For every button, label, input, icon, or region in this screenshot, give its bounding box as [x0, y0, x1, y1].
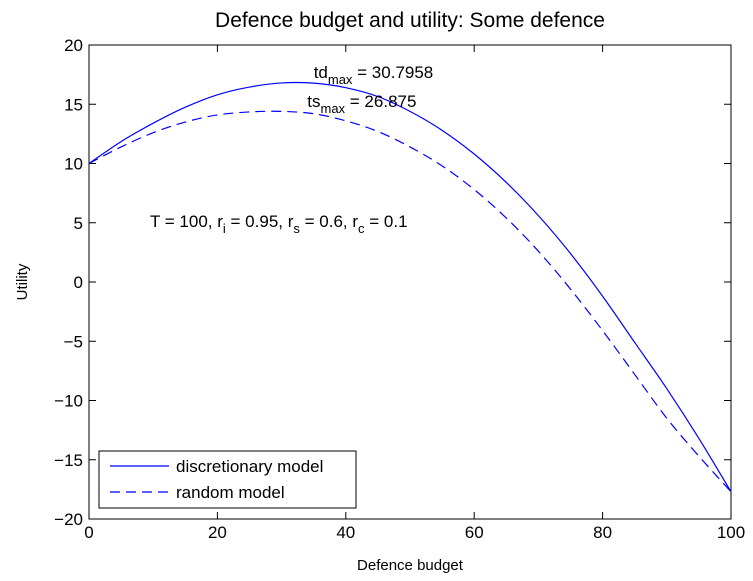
legend-label-random: random model	[176, 483, 285, 502]
annotations: tdmax = 30.7958 tsmax = 26.875 T = 100, ri…	[150, 63, 433, 236]
series-line-random	[88, 110, 732, 493]
series-line-discretionary	[88, 81, 732, 493]
plot-area	[88, 44, 732, 520]
x-tick-label: 0	[84, 523, 93, 542]
x-tick-label: 40	[336, 523, 355, 542]
annotation-3: T = 100, ri = 0.95, rs = 0.6, rc = 0.1	[150, 212, 408, 236]
chart-title: Defence budget and utility: Some defence	[215, 9, 605, 32]
legend-label-discretionary: discretionary model	[176, 457, 323, 476]
series-group	[88, 81, 732, 493]
y-tick-label: 15	[64, 95, 83, 114]
x-tick-label: 60	[465, 523, 484, 542]
x-tick-label: 80	[593, 523, 612, 542]
legend-box	[98, 450, 357, 509]
annotation-1: tdmax = 30.7958	[314, 63, 434, 87]
y-tick-label: 20	[64, 36, 83, 55]
y-tick-label: −15	[54, 451, 83, 470]
x-ticks: 0 20 40 60 80 100	[84, 45, 745, 542]
legend: discretionary model random model	[98, 450, 357, 509]
y-tick-label: 0	[74, 273, 83, 292]
y-ticks: 20 15 10 5 0 −5 −10 −15 −20	[54, 36, 731, 529]
y-tick-label: 10	[64, 155, 83, 174]
y-tick-label: −20	[54, 510, 83, 529]
x-axis-label: Defence budget	[357, 557, 464, 574]
y-tick-label: −10	[54, 392, 83, 411]
y-axis-label: Utility	[14, 263, 31, 300]
x-tick-label: 20	[208, 523, 227, 542]
y-tick-label: −5	[64, 332, 83, 351]
annotation-2: tsmax = 26.875	[307, 92, 416, 116]
y-tick-label: 5	[74, 214, 83, 233]
x-tick-label: 100	[717, 523, 745, 542]
